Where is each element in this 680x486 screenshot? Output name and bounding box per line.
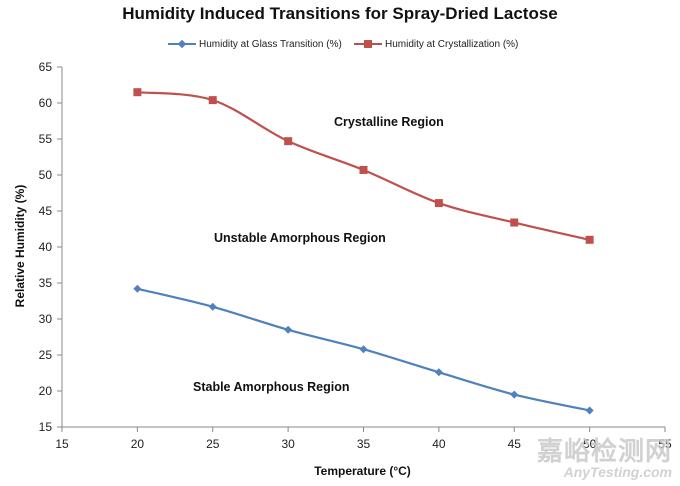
legend-diamond-marker-icon xyxy=(168,38,196,50)
data-point-glass-transition xyxy=(585,406,594,415)
legend-item-glass-transition: Humidity at Glass Transition (%) xyxy=(168,35,342,53)
legend-label-glass-transition: Humidity at Glass Transition (%) xyxy=(199,38,342,50)
data-point-crystallization xyxy=(284,137,293,146)
data-point-glass-transition xyxy=(284,325,293,334)
y-tick-label: 15 xyxy=(39,420,53,434)
y-tick-label: 50 xyxy=(39,168,53,182)
data-point-crystallization xyxy=(359,165,368,174)
y-tick-label: 45 xyxy=(39,204,53,218)
x-axis-label: Temperature (°C) xyxy=(314,464,411,478)
y-axis-label: Relative Humidity (%) xyxy=(13,184,27,308)
annotation-unstable-amorphous-region: Unstable Amorphous Region xyxy=(214,231,386,245)
watermark-logo: 嘉峪检测网 AnyTesting.com xyxy=(536,436,672,481)
data-point-crystallization xyxy=(434,199,443,208)
data-point-crystallization xyxy=(510,218,519,227)
data-point-crystallization xyxy=(208,96,217,105)
watermark-line-1: 嘉峪检测网 xyxy=(536,436,672,467)
data-point-glass-transition xyxy=(133,284,142,293)
y-tick-label: 55 xyxy=(39,132,53,146)
data-point-glass-transition xyxy=(208,302,217,311)
y-tick-label: 60 xyxy=(39,96,53,110)
y-tick-label: 35 xyxy=(39,276,53,290)
legend-item-crystallization: Humidity at Crystallization (%) xyxy=(354,35,518,53)
x-tick-label: 20 xyxy=(131,437,145,451)
x-tick-label: 55 xyxy=(658,437,672,451)
data-point-glass-transition xyxy=(510,390,519,399)
y-tick-label: 20 xyxy=(39,384,53,398)
x-tick-label: 40 xyxy=(432,437,446,451)
x-tick-label: 35 xyxy=(357,437,371,451)
x-tick-label: 45 xyxy=(508,437,522,451)
legend: Humidity at Glass Transition (%) Humidit… xyxy=(0,35,680,53)
x-tick-label: 30 xyxy=(281,437,295,451)
x-tick-label: 50 xyxy=(583,437,597,451)
y-tick-label: 40 xyxy=(39,240,53,254)
x-tick-label: 15 xyxy=(55,437,69,451)
y-tick-label: 30 xyxy=(39,312,53,326)
data-point-glass-transition xyxy=(359,345,368,354)
data-point-glass-transition xyxy=(434,368,443,377)
y-tick-label: 65 xyxy=(39,60,53,74)
watermark-line-2: AnyTesting.com xyxy=(563,464,672,481)
data-point-crystallization xyxy=(133,88,142,97)
legend-label-crystallization: Humidity at Crystallization (%) xyxy=(385,38,519,50)
annotation-stable-amorphous-region: Stable Amorphous Region xyxy=(193,380,350,394)
data-point-crystallization xyxy=(585,235,594,244)
annotation-crystalline-region: Crystalline Region xyxy=(334,115,444,129)
chart-title: Humidity Induced Transitions for Spray-D… xyxy=(122,4,558,23)
legend-square-marker-icon xyxy=(354,38,382,50)
x-tick-label: 25 xyxy=(206,437,220,451)
y-tick-label: 25 xyxy=(39,348,53,362)
